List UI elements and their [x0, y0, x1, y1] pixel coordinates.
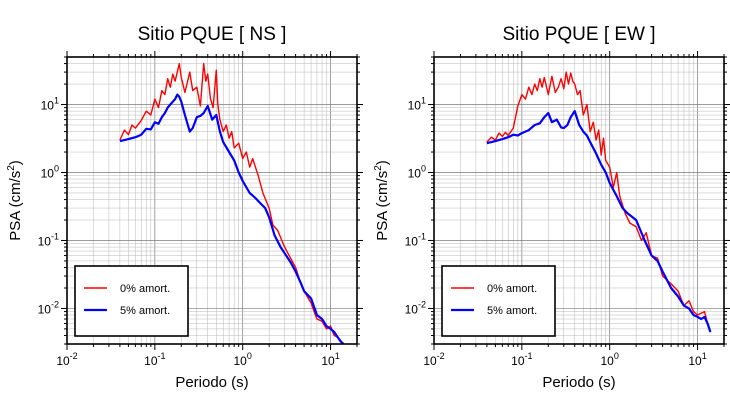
- chart-title: Sitio PQUE [ NS ]: [138, 24, 287, 45]
- y-tick-label: 10-1: [38, 231, 59, 248]
- legend: 0% amort. 5% amort.: [441, 265, 556, 337]
- series-line-blue: [119, 93, 345, 344]
- y-axis-label: PSA (cm/s2): [373, 160, 391, 241]
- x-tick-label: 10-1: [144, 351, 165, 368]
- x-tick-label: 10-2: [423, 351, 444, 368]
- legend-label: 0% amort.: [120, 283, 170, 295]
- x-tick-label: 10-2: [56, 351, 77, 368]
- x-axis-label: Periodo (s): [175, 374, 248, 391]
- chart-title: Sitio PQUE [ EW ]: [502, 24, 655, 45]
- series-line-blue: [486, 109, 712, 333]
- y-axis-label: PSA (cm/s2): [6, 160, 24, 241]
- x-tick-label: 101: [688, 351, 706, 368]
- y-tick-label: 100: [41, 163, 59, 180]
- x-tick-label: 100: [234, 351, 252, 368]
- legend: 0% amort. 5% amort.: [74, 265, 189, 337]
- legend-label: 0% amort.: [487, 283, 537, 295]
- y-tick-label: 101: [408, 96, 426, 113]
- chart-panel-1: 10-2 10-1 100 101 10-2 10-1 100 101 Sitio PQUE […: [6, 24, 363, 391]
- y-tick-label: 100: [408, 163, 426, 180]
- legend-label: 5% amort.: [487, 305, 537, 317]
- chart-panel-2: 10-2 10-1 100 101 10-2 10-1 100 101 Sitio PQUE […: [373, 24, 730, 391]
- y-tick-label: 10-2: [38, 299, 59, 316]
- y-tick-label: 10-2: [405, 299, 426, 316]
- x-axis-label: Periodo (s): [542, 374, 615, 391]
- plot-frame: [433, 56, 725, 345]
- y-tick-label: 101: [41, 96, 59, 113]
- x-tick-label: 10-1: [511, 351, 532, 368]
- x-tick-label: 100: [601, 351, 619, 368]
- y-tick-label: 10-1: [405, 231, 426, 248]
- plot-frame: [66, 56, 358, 345]
- legend-box: [441, 265, 556, 337]
- legend-label: 5% amort.: [120, 305, 170, 317]
- series-line-red: [486, 71, 712, 333]
- x-tick-label: 101: [321, 351, 339, 368]
- legend-box: [74, 265, 189, 337]
